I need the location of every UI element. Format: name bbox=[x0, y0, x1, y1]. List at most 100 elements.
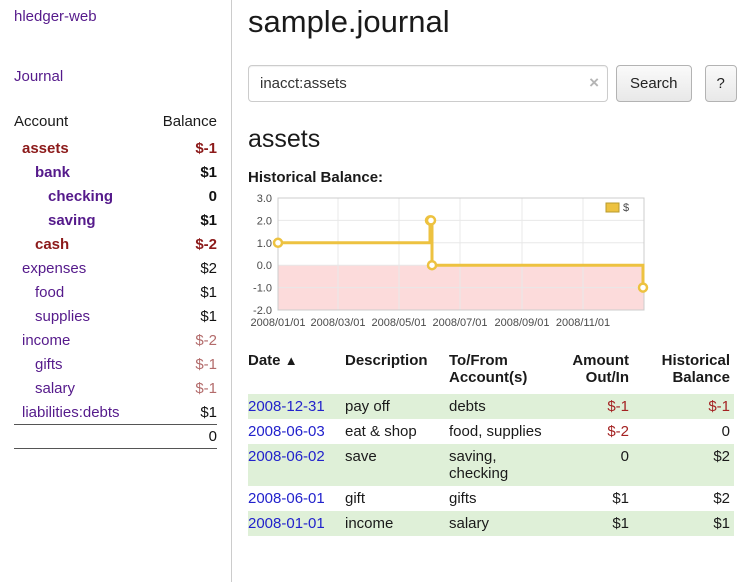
app-title-link[interactable]: hledger-web bbox=[14, 8, 97, 25]
account-link-gifts[interactable]: gifts bbox=[35, 355, 63, 373]
account-link-saving[interactable]: saving bbox=[48, 211, 96, 229]
chart-title: Historical Balance: bbox=[248, 169, 384, 186]
account-balance: $1 bbox=[200, 211, 217, 229]
account-link-bank[interactable]: bank bbox=[35, 163, 71, 181]
account-balance: $-1 bbox=[195, 379, 217, 397]
register-row: 2008-06-01 gift gifts $1 $2 bbox=[248, 486, 734, 511]
svg-text:2008/11/01: 2008/11/01 bbox=[556, 317, 610, 329]
register-table: Date ▲ Description To/From Account(s) Am… bbox=[248, 350, 734, 536]
sidebar: hledger-web Journal Account Balance asse… bbox=[0, 0, 232, 582]
account-heading: assets bbox=[248, 125, 321, 153]
transaction-balance: 0 bbox=[721, 423, 730, 440]
transaction-accounts: food, supplies bbox=[449, 423, 542, 440]
transaction-description: gift bbox=[345, 490, 366, 507]
register-row: 2008-01-01 income salary $1 $1 bbox=[248, 511, 734, 536]
svg-text:2.0: 2.0 bbox=[257, 215, 272, 227]
account-row: supplies $1 bbox=[14, 304, 217, 328]
account-link-income[interactable]: income bbox=[22, 331, 71, 349]
transaction-description: save bbox=[345, 448, 377, 465]
account-row: cash $-2 bbox=[14, 232, 217, 256]
account-link-expenses[interactable]: expenses bbox=[22, 259, 87, 277]
account-balance: $1 bbox=[200, 307, 217, 325]
transaction-date-link[interactable]: 2008-06-01 bbox=[248, 490, 325, 507]
register-header-description: Description bbox=[345, 352, 428, 369]
transaction-date-link[interactable]: 2008-06-03 bbox=[248, 423, 325, 440]
account-link-liabilities-debts[interactable]: liabilities:debts bbox=[22, 403, 120, 421]
account-row: liabilities:debts $1 bbox=[14, 400, 217, 425]
transaction-accounts: gifts bbox=[449, 490, 477, 507]
transaction-amount: $1 bbox=[612, 490, 629, 507]
account-row: gifts $-1 bbox=[14, 352, 217, 376]
account-row: assets $-1 bbox=[14, 136, 217, 160]
account-link-cash[interactable]: cash bbox=[35, 235, 70, 253]
transaction-description: income bbox=[345, 515, 394, 532]
transaction-amount: 0 bbox=[620, 448, 629, 465]
register-header-amount: Amount Out/In bbox=[572, 352, 629, 386]
register-row: 2008-06-02 save saving, checking 0 $2 bbox=[248, 444, 734, 486]
svg-text:0.0: 0.0 bbox=[257, 260, 272, 272]
accounts-header-account: Account bbox=[14, 113, 69, 130]
accounts-header-balance: Balance bbox=[162, 113, 217, 130]
svg-text:2008/01/01: 2008/01/01 bbox=[250, 317, 305, 329]
transaction-accounts: saving, checking bbox=[449, 448, 509, 482]
journal-link[interactable]: Journal bbox=[14, 68, 64, 85]
account-link-assets[interactable]: assets bbox=[22, 139, 69, 157]
transaction-date-link[interactable]: 2008-01-01 bbox=[248, 515, 325, 532]
svg-text:2008/03/01: 2008/03/01 bbox=[310, 317, 365, 329]
clear-search-icon[interactable]: × bbox=[589, 73, 599, 92]
account-balance: $-2 bbox=[195, 235, 217, 253]
account-row: salary $-1 bbox=[14, 376, 217, 400]
account-link-salary[interactable]: salary bbox=[35, 379, 76, 397]
transaction-amount: $1 bbox=[612, 515, 629, 532]
account-row: saving $1 bbox=[14, 208, 217, 232]
account-balance: $-2 bbox=[195, 331, 217, 349]
svg-text:$: $ bbox=[623, 202, 629, 214]
account-link-supplies[interactable]: supplies bbox=[35, 307, 91, 325]
account-balance: $1 bbox=[200, 403, 217, 421]
account-balance: $1 bbox=[200, 283, 217, 301]
transaction-accounts: debts bbox=[449, 398, 486, 415]
transaction-date-link[interactable]: 2008-12-31 bbox=[248, 398, 325, 415]
transaction-date-link[interactable]: 2008-06-02 bbox=[248, 448, 325, 465]
transaction-balance: $1 bbox=[713, 515, 730, 532]
register-row: 2008-06-03 eat & shop food, supplies $-2… bbox=[248, 419, 734, 444]
main-content: sample.journal × Search ? assets Histori… bbox=[232, 0, 742, 582]
accounts-total: 0 bbox=[148, 424, 217, 449]
svg-text:-1.0: -1.0 bbox=[253, 283, 272, 295]
svg-text:-2.0: -2.0 bbox=[253, 305, 272, 317]
search-field-wrap: × bbox=[248, 65, 608, 102]
sort-asc-icon: ▲ bbox=[284, 353, 298, 368]
account-balance: $1 bbox=[200, 163, 217, 181]
search-button[interactable]: Search bbox=[616, 65, 692, 102]
transaction-amount: $-1 bbox=[607, 398, 629, 415]
transaction-balance: $2 bbox=[713, 490, 730, 507]
account-balance: 0 bbox=[208, 187, 217, 205]
account-row: income $-2 bbox=[14, 328, 217, 352]
transaction-balance: $-1 bbox=[708, 398, 730, 415]
register-header-date[interactable]: Date ▲ bbox=[248, 352, 298, 369]
page-title: sample.journal bbox=[248, 4, 450, 39]
svg-text:2008/05/01: 2008/05/01 bbox=[371, 317, 426, 329]
account-balance: $2 bbox=[200, 259, 217, 277]
svg-text:3.0: 3.0 bbox=[257, 193, 272, 205]
account-balance: $-1 bbox=[195, 355, 217, 373]
transaction-description: eat & shop bbox=[345, 423, 417, 440]
search-input[interactable] bbox=[248, 65, 608, 102]
transaction-description: pay off bbox=[345, 398, 390, 415]
account-link-checking[interactable]: checking bbox=[48, 187, 114, 205]
transaction-accounts: salary bbox=[449, 515, 490, 532]
transaction-balance: $2 bbox=[713, 448, 730, 465]
svg-text:2008/09/01: 2008/09/01 bbox=[494, 317, 549, 329]
account-link-food[interactable]: food bbox=[35, 283, 65, 301]
register-header-accounts: To/From Account(s) bbox=[449, 352, 528, 386]
svg-text:2008/07/01: 2008/07/01 bbox=[432, 317, 487, 329]
register-row: 2008-12-31 pay off debts $-1 $-1 bbox=[248, 394, 734, 419]
account-balance: $-1 bbox=[195, 139, 217, 157]
svg-text:1.0: 1.0 bbox=[257, 238, 272, 250]
account-row: expenses $2 bbox=[14, 256, 217, 280]
search-help-button[interactable]: ? bbox=[704, 65, 737, 102]
account-row: food $1 bbox=[14, 280, 217, 304]
account-row: bank $1 bbox=[14, 160, 217, 184]
